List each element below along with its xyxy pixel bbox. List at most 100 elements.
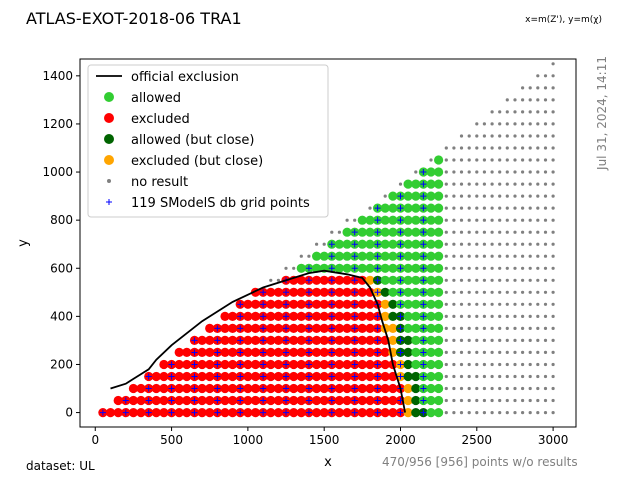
point-no-result <box>543 146 548 150</box>
db-grid-point <box>397 265 404 272</box>
point-excluded <box>243 335 253 345</box>
point-allowed <box>403 203 413 213</box>
point-allowed <box>426 239 436 249</box>
point-excluded <box>128 395 138 406</box>
point-no-result <box>521 398 525 403</box>
point-no-result <box>528 158 532 162</box>
legend-marker-dot <box>104 92 114 102</box>
point-excluded <box>357 408 367 418</box>
db-grid-point <box>168 385 175 392</box>
point-allowed-close <box>388 299 398 309</box>
point-excluded <box>380 347 390 357</box>
x-tick-label: 1000 <box>233 433 264 447</box>
point-excluded <box>342 323 352 333</box>
point-no-result <box>444 374 448 379</box>
point-no-result <box>513 362 517 367</box>
db-grid-point <box>351 229 358 236</box>
point-no-result <box>467 362 471 367</box>
db-grid-point <box>214 337 221 344</box>
point-excluded <box>220 347 230 357</box>
point-allowed <box>434 215 444 225</box>
point-no-result <box>467 254 471 258</box>
point-excluded <box>388 395 398 406</box>
point-excluded <box>136 383 146 394</box>
db-grid-point <box>420 181 427 188</box>
point-excluded <box>289 408 299 418</box>
point-no-result <box>543 218 548 222</box>
db-grid-point <box>191 373 198 380</box>
point-no-result <box>467 326 471 330</box>
db-grid-point <box>420 361 427 368</box>
point-no-result <box>452 278 456 282</box>
y-tick-label: 1000 <box>42 165 73 179</box>
point-excluded <box>250 408 261 418</box>
point-no-result <box>536 374 540 379</box>
point-excluded <box>250 299 261 309</box>
db-grid-point <box>420 301 427 308</box>
point-no-result <box>536 218 540 222</box>
db-grid-point <box>351 277 358 284</box>
point-no-result <box>490 170 494 174</box>
point-allowed-close <box>403 335 413 345</box>
db-grid-point <box>283 409 290 416</box>
point-excluded <box>289 371 299 382</box>
point-excluded <box>312 287 322 297</box>
point-excluded <box>342 335 352 345</box>
point-allowed <box>380 263 390 273</box>
point-excluded <box>319 311 329 321</box>
point-no-result <box>505 278 509 282</box>
point-no-result <box>429 158 433 162</box>
db-grid-point <box>237 361 244 368</box>
point-excluded <box>136 408 146 418</box>
point-excluded <box>296 287 306 297</box>
point-no-result <box>543 122 548 126</box>
point-no-result <box>452 362 456 367</box>
point-allowed <box>388 275 398 285</box>
point-excluded <box>220 323 230 333</box>
point-excluded <box>289 347 299 357</box>
point-excluded <box>319 408 329 418</box>
point-no-result <box>444 411 448 415</box>
point-excluded <box>334 311 344 321</box>
point-no-result <box>536 242 540 246</box>
point-no-result <box>543 326 548 330</box>
point-allowed <box>365 263 375 273</box>
db-grid-point <box>374 277 381 284</box>
point-no-result <box>505 326 509 330</box>
point-excluded <box>220 408 230 418</box>
point-excluded <box>273 371 283 382</box>
point-no-result <box>475 122 479 126</box>
point-excluded <box>105 408 116 418</box>
point-no-result <box>467 230 471 234</box>
point-excluded <box>312 359 322 370</box>
db-grid-point <box>328 337 335 344</box>
point-allowed <box>380 203 390 213</box>
point-no-result <box>444 242 448 246</box>
point-no-result <box>467 134 471 138</box>
point-allowed <box>342 227 352 237</box>
point-excluded <box>357 311 367 321</box>
point-excluded <box>380 383 390 394</box>
point-allowed <box>388 287 398 297</box>
db-grid-point <box>191 397 198 404</box>
point-excluded <box>136 395 146 406</box>
point-no-result <box>498 278 502 282</box>
point-no-result <box>528 338 532 342</box>
point-no-result <box>513 134 517 138</box>
point-no-result <box>551 398 555 403</box>
point-excluded-close <box>403 383 413 394</box>
point-no-result <box>452 254 456 258</box>
point-allowed <box>312 251 322 261</box>
point-no-result <box>452 350 456 354</box>
db-grid-point <box>328 253 335 260</box>
point-no-result <box>467 146 471 150</box>
point-no-result <box>505 230 509 234</box>
point-no-result <box>490 182 494 186</box>
point-no-result <box>521 254 525 258</box>
point-no-result <box>330 230 334 234</box>
point-no-result <box>551 290 555 294</box>
point-allowed <box>357 227 367 237</box>
point-no-result <box>513 254 517 258</box>
point-no-result <box>498 362 502 367</box>
point-no-result <box>444 146 448 150</box>
